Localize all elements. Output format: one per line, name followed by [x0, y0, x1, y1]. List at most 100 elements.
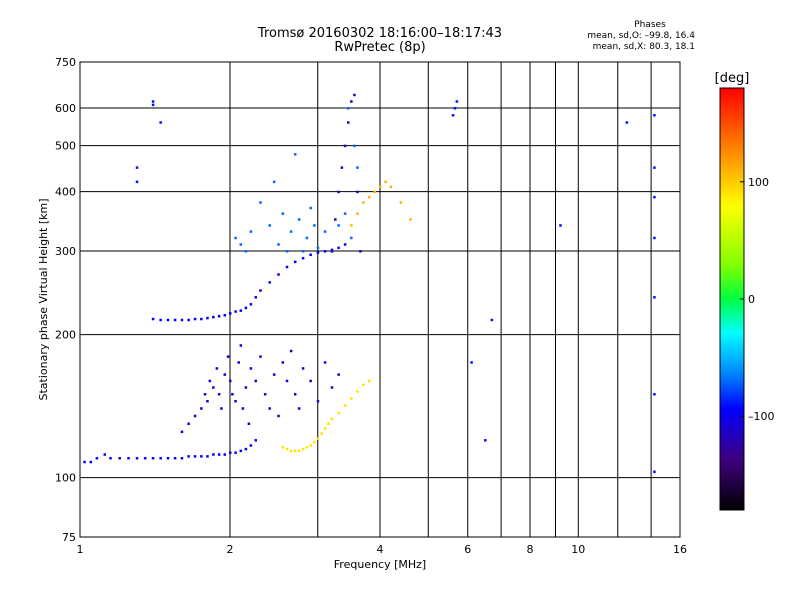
o_mode_f_spur-point	[359, 250, 362, 253]
o_mode_e_layer-point	[127, 456, 130, 460]
o_mode_e_spread-point	[316, 400, 320, 403]
o_mode_e_spread-point	[226, 355, 230, 358]
scattered_echoes-point	[559, 224, 562, 227]
o_mode_e_spread-point	[244, 386, 248, 389]
o_mode_f_spur-point	[343, 144, 347, 148]
o_mode_e_layer-point	[143, 456, 147, 460]
phase-stats-x: mean, sd,X: 80.3, 18.1	[592, 42, 695, 52]
x_mode_e_layer-point	[297, 449, 301, 453]
o_mode_e_layer-point	[206, 455, 209, 458]
o_mode_e_spread-point	[289, 349, 293, 353]
scattered_echoes-point	[653, 393, 656, 396]
o_mode_f_spur-point	[356, 190, 359, 194]
colorbar-label: [deg]	[715, 71, 750, 86]
o_mode_e_layer-point	[109, 456, 112, 460]
o_mode_f_layer-point	[180, 318, 184, 322]
x_mode_e_layer-point	[293, 449, 297, 453]
o_mode_f_layer-point	[212, 315, 215, 319]
y-tick-label: 400	[55, 186, 76, 199]
o_mode_e_layer-point	[239, 449, 243, 453]
y-tick-label: 300	[55, 245, 76, 258]
o_mode_e_spread-point	[217, 393, 221, 396]
o_mode_f_spread-point	[313, 224, 316, 227]
o_mode_e_layer-point	[166, 456, 170, 460]
x_mode_f_layer-point	[384, 180, 387, 184]
o_mode_e_spread-point	[206, 400, 209, 403]
o_mode_f_spread-point	[353, 144, 356, 148]
scattered_echoes-point	[653, 296, 656, 299]
o_mode_e_spread-point	[212, 386, 215, 389]
o_mode_f_spread-point	[309, 206, 312, 210]
o_mode_f_layer-point	[223, 314, 227, 317]
o_mode_f_layer-point	[254, 296, 257, 299]
x_mode_e_layer-point	[337, 411, 340, 415]
o_mode_f_spread-point	[305, 236, 309, 240]
o_mode_f_layer-point	[193, 317, 197, 321]
x_mode_f_layer-point	[409, 218, 412, 221]
o_mode_e_spread-point	[309, 379, 312, 383]
x_mode_e_layer-point	[281, 446, 285, 449]
o_mode_f_spur-point	[350, 100, 353, 103]
o_mode_f_spur-point	[346, 121, 350, 124]
scattered_echoes-point	[653, 166, 656, 169]
o_mode_f_spread-point	[272, 180, 276, 184]
o_mode_f_spur-point	[337, 190, 340, 194]
o_mode_e_layer-point	[229, 451, 232, 454]
o_mode_f_spread-point	[301, 250, 305, 253]
o_mode_e_spread-point	[215, 367, 219, 370]
o_mode_e_spread-point	[208, 379, 212, 383]
x_mode_e_layer-point	[350, 397, 353, 400]
o_mode_f_spread-point	[285, 250, 289, 253]
o_mode_f_spread-point	[268, 224, 271, 227]
o_mode_e_spread-point	[187, 422, 190, 426]
o_mode_e_spread-point	[180, 430, 184, 434]
x_mode_e_layer-point	[285, 447, 289, 451]
x-tick-label: 8	[527, 543, 534, 556]
o_mode_e_spread-point	[223, 373, 227, 376]
o_mode_e_spread-point	[241, 407, 245, 410]
x-axis-label: Frequency [MHz]	[334, 558, 426, 571]
o_mode_f_layer-point	[166, 318, 170, 322]
axis-ticks: 1 2 4 6 8 10 16 75 100 200 300 400 500 600 750	[55, 56, 687, 556]
o_mode_e_spread-point	[268, 407, 271, 410]
o_mode_e_spread-point	[249, 367, 253, 370]
x_mode_e_layer-point	[362, 383, 365, 387]
o_mode_e_spread-point	[277, 414, 280, 418]
scattered_echoes-point	[451, 114, 455, 117]
x_mode_e_layer-point	[356, 390, 359, 393]
o_mode_e_layer-point	[217, 453, 221, 456]
o_mode_e_layer-point	[89, 460, 93, 464]
o_mode_e_layer-point	[244, 447, 248, 451]
o_mode_f_layer-point	[151, 317, 155, 321]
x_mode_f_layer-point	[399, 201, 403, 204]
o_mode_f_layer-point	[239, 309, 243, 312]
o_mode_e_layer-point	[223, 453, 227, 456]
data-points	[83, 93, 656, 474]
o_mode_f_spread-point	[297, 218, 301, 221]
o_mode_f_layer-point	[187, 318, 190, 322]
o_mode_f_layer-point	[316, 251, 320, 254]
o_mode_e_spread-point	[293, 393, 297, 396]
scattered_echoes-point	[653, 236, 656, 240]
o_mode_e_layer-point	[159, 456, 162, 460]
scattered_echoes-point	[653, 114, 656, 117]
o_mode_f_layer-point	[268, 281, 271, 284]
o_mode_e_spread-point	[301, 367, 305, 370]
o_mode_e_spread-point	[237, 361, 240, 364]
o_mode_f_layer-point	[285, 265, 289, 269]
plot-frame	[79, 61, 681, 538]
scattered_echoes-point	[135, 180, 139, 184]
x_mode_e_layer-point	[330, 417, 334, 421]
o_mode_e_layer-point	[212, 453, 215, 456]
o_mode_e_spread-point	[229, 379, 232, 383]
colorbar-tick-label: 100	[748, 176, 769, 189]
o_mode_e_spread-point	[247, 422, 251, 426]
x_mode_e_layer-point	[316, 437, 320, 440]
x_mode_f_layer-point	[389, 185, 393, 189]
y-tick-label: 600	[55, 102, 76, 115]
x_mode_e_layer-point	[323, 427, 327, 430]
o_mode_f_layer-point	[259, 289, 262, 292]
phase-stats-header: Phases	[634, 20, 666, 30]
colorbar-tick-label: –100	[748, 410, 775, 423]
x_mode_e_layer-point	[309, 444, 312, 447]
